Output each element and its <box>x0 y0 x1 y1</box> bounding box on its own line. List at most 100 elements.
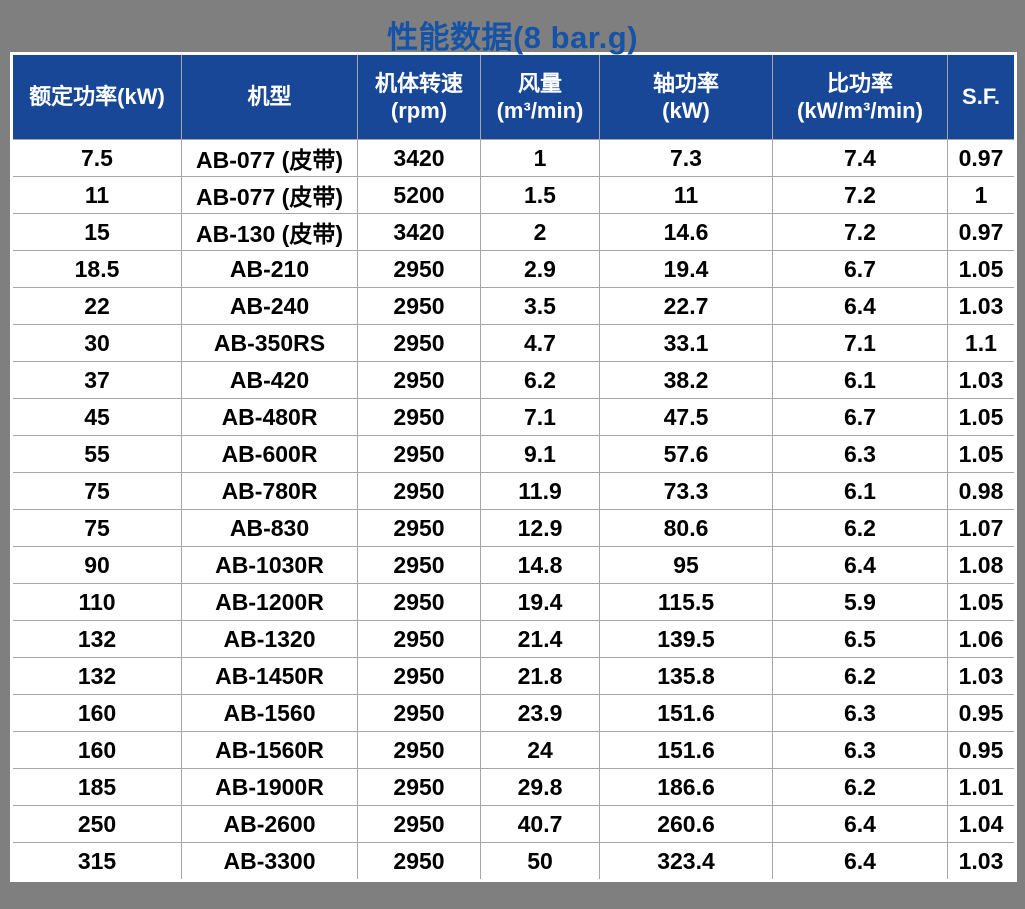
cell-sf: 1.05 <box>947 250 1016 288</box>
cell-sf: 1.03 <box>947 657 1016 695</box>
table-row: 132 AB-1450R 2950 21.8 135.8 6.2 1.03 <box>11 657 1016 695</box>
cell-sf: 1.03 <box>947 361 1016 399</box>
cell-model: AB-830 <box>181 509 358 547</box>
table-row: 75 AB-830 2950 12.9 80.6 6.2 1.07 <box>11 509 1016 547</box>
cell-sf: 0.95 <box>947 731 1016 769</box>
header-service-factor: S.F. <box>947 53 1016 140</box>
cell-rpm: 2950 <box>357 472 481 510</box>
header-model: 机型 <box>181 53 358 140</box>
cell-power: 132 <box>11 657 182 695</box>
cell-shaft: 95 <box>599 546 773 584</box>
cell-specific: 6.4 <box>772 805 948 843</box>
cell-rpm: 2950 <box>357 694 481 732</box>
cell-flow: 9.1 <box>480 435 600 473</box>
table-row: 315 AB-3300 2950 50 323.4 6.4 1.03 <box>11 842 1016 881</box>
header-rotor-speed: 机体转速 (rpm) <box>357 53 481 140</box>
cell-specific: 6.5 <box>772 620 948 658</box>
cell-power: 160 <box>11 731 182 769</box>
cell-model: AB-480R <box>181 398 358 436</box>
cell-flow: 2.9 <box>480 250 600 288</box>
table-row: 37 AB-420 2950 6.2 38.2 6.1 1.03 <box>11 361 1016 399</box>
cell-specific: 6.1 <box>772 361 948 399</box>
table-row: 75 AB-780R 2950 11.9 73.3 6.1 0.98 <box>11 472 1016 510</box>
cell-specific: 6.4 <box>772 546 948 584</box>
cell-power: 75 <box>11 509 182 547</box>
cell-sf: 1.08 <box>947 546 1016 584</box>
cell-shaft: 73.3 <box>599 472 773 510</box>
cell-model: AB-2600 <box>181 805 358 843</box>
performance-table: 额定功率(kW) 机型 机体转速 (rpm) 风量 (m³/min) 轴功率 <box>10 52 1017 882</box>
cell-rpm: 2950 <box>357 435 481 473</box>
cell-sf: 1.05 <box>947 583 1016 621</box>
cell-rpm: 2950 <box>357 287 481 325</box>
cell-sf: 1.1 <box>947 324 1016 362</box>
header-air-flow: 风量 (m³/min) <box>480 53 600 140</box>
cell-shaft: 11 <box>599 176 773 214</box>
cell-model: AB-780R <box>181 472 358 510</box>
cell-flow: 4.7 <box>480 324 600 362</box>
cell-shaft: 139.5 <box>599 620 773 658</box>
cell-rpm: 2950 <box>357 583 481 621</box>
cell-rpm: 2950 <box>357 842 481 881</box>
cell-model: AB-1560 <box>181 694 358 732</box>
table-row: 18.5 AB-210 2950 2.9 19.4 6.7 1.05 <box>11 250 1016 288</box>
cell-sf: 1.03 <box>947 842 1016 881</box>
cell-power: 30 <box>11 324 182 362</box>
table-row: 160 AB-1560 2950 23.9 151.6 6.3 0.95 <box>11 694 1016 732</box>
cell-flow: 3.5 <box>480 287 600 325</box>
cell-power: 45 <box>11 398 182 436</box>
cell-flow: 19.4 <box>480 583 600 621</box>
cell-flow: 7.1 <box>480 398 600 436</box>
cell-specific: 5.9 <box>772 583 948 621</box>
cell-rpm: 3420 <box>357 213 481 251</box>
cell-flow: 50 <box>480 842 600 881</box>
header-row: 额定功率(kW) 机型 机体转速 (rpm) 风量 (m³/min) 轴功率 <box>11 53 1016 140</box>
header-label: 额定功率(kW) <box>29 84 165 110</box>
cell-rpm: 2950 <box>357 324 481 362</box>
header-unit: (kW) <box>662 98 710 123</box>
table-row: 250 AB-2600 2950 40.7 260.6 6.4 1.04 <box>11 805 1016 843</box>
cell-specific: 6.7 <box>772 398 948 436</box>
cell-shaft: 323.4 <box>599 842 773 881</box>
cell-model: AB-077 (皮带) <box>181 139 358 177</box>
cell-rpm: 2950 <box>357 768 481 806</box>
cell-specific: 6.2 <box>772 509 948 547</box>
cell-flow: 11.9 <box>480 472 600 510</box>
table-row: 45 AB-480R 2950 7.1 47.5 6.7 1.05 <box>11 398 1016 436</box>
cell-flow: 21.8 <box>480 657 600 695</box>
cell-power: 250 <box>11 805 182 843</box>
cell-sf: 1.04 <box>947 805 1016 843</box>
cell-power: 90 <box>11 546 182 584</box>
header-rated-power: 额定功率(kW) <box>11 53 182 140</box>
cell-specific: 6.4 <box>772 287 948 325</box>
cell-flow: 2 <box>480 213 600 251</box>
cell-power: 18.5 <box>11 250 182 288</box>
cell-model: AB-420 <box>181 361 358 399</box>
cell-shaft: 151.6 <box>599 694 773 732</box>
table-row: 90 AB-1030R 2950 14.8 95 6.4 1.08 <box>11 546 1016 584</box>
cell-rpm: 2950 <box>357 546 481 584</box>
cell-sf: 0.95 <box>947 694 1016 732</box>
table-row: 15 AB-130 (皮带) 3420 2 14.6 7.2 0.97 <box>11 213 1016 251</box>
header-unit: (kW/m³/min) <box>797 98 923 123</box>
cell-specific: 7.1 <box>772 324 948 362</box>
cell-sf: 1.01 <box>947 768 1016 806</box>
cell-flow: 40.7 <box>480 805 600 843</box>
cell-sf: 1.07 <box>947 509 1016 547</box>
cell-specific: 6.1 <box>772 472 948 510</box>
table-body: 7.5 AB-077 (皮带) 3420 1 7.3 7.4 0.97 11 AB-077 (皮… <box>11 139 1016 881</box>
cell-rpm: 2950 <box>357 398 481 436</box>
cell-power: 185 <box>11 768 182 806</box>
table-row: 132 AB-1320 2950 21.4 139.5 6.5 1.06 <box>11 620 1016 658</box>
cell-model: AB-3300 <box>181 842 358 881</box>
cell-shaft: 260.6 <box>599 805 773 843</box>
cell-specific: 7.4 <box>772 139 948 177</box>
cell-flow: 14.8 <box>480 546 600 584</box>
cell-shaft: 151.6 <box>599 731 773 769</box>
cell-specific: 7.2 <box>772 176 948 214</box>
header-label: 机型 <box>247 84 292 110</box>
cell-model: AB-1200R <box>181 583 358 621</box>
header-label: 比功率 <box>826 70 893 96</box>
cell-rpm: 2950 <box>357 620 481 658</box>
